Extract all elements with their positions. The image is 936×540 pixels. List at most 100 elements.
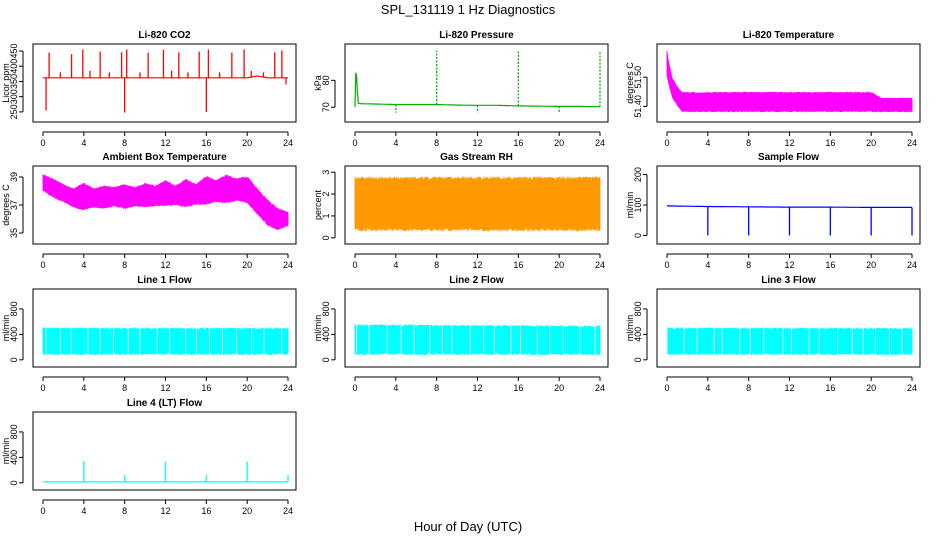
x-tick-label: 0 bbox=[352, 260, 357, 270]
y-axis-label: kPa bbox=[313, 75, 323, 91]
x-tick-label: 24 bbox=[283, 383, 293, 393]
y-tick-label: 51.50 bbox=[633, 66, 643, 89]
x-tick-label: 24 bbox=[907, 260, 917, 270]
x-tick-label: 16 bbox=[201, 260, 211, 270]
plot-area bbox=[42, 327, 289, 356]
x-tick-label: 4 bbox=[705, 260, 710, 270]
plot-area bbox=[43, 461, 289, 483]
x-tick-label: 12 bbox=[784, 383, 794, 393]
x-tick-label: 12 bbox=[472, 383, 482, 393]
x-tick-label: 16 bbox=[513, 383, 523, 393]
x-tick-label: 4 bbox=[81, 383, 86, 393]
x-tick-label: 20 bbox=[554, 138, 564, 148]
series-line bbox=[354, 72, 600, 108]
x-tick-label: 20 bbox=[554, 383, 564, 393]
x-tick-label: 0 bbox=[352, 383, 357, 393]
x-tick-label: 20 bbox=[242, 506, 252, 516]
y-tick-label: 300 bbox=[9, 89, 19, 104]
y-tick-label: 200 bbox=[633, 167, 643, 182]
panel-frame bbox=[344, 43, 609, 123]
x-tick-label: 0 bbox=[664, 260, 669, 270]
y-tick-label: 2 bbox=[321, 192, 331, 197]
plot-area bbox=[354, 176, 601, 232]
x-tick-label: 24 bbox=[595, 138, 605, 148]
x-tick-label: 8 bbox=[746, 138, 751, 148]
x-tick-label: 20 bbox=[242, 260, 252, 270]
plot-area bbox=[354, 324, 601, 356]
y-tick-label: 37 bbox=[9, 200, 19, 210]
x-tick-label: 24 bbox=[283, 138, 293, 148]
x-tick-label: 8 bbox=[434, 383, 439, 393]
panel-title: Line 4 (LT) Flow bbox=[127, 398, 203, 409]
x-tick-label: 16 bbox=[201, 138, 211, 148]
x-tick-label: 8 bbox=[122, 138, 127, 148]
series-line bbox=[667, 205, 912, 208]
plot-area bbox=[666, 327, 913, 356]
y-tick-label: 0 bbox=[9, 357, 19, 362]
y-tick-label: 800 bbox=[633, 301, 643, 316]
x-tick-label: 12 bbox=[160, 383, 170, 393]
y-tick-label: 800 bbox=[9, 424, 19, 439]
y-axis-label: degrees C bbox=[625, 62, 635, 104]
y-tick-label: 80 bbox=[321, 75, 331, 85]
x-tick-label: 0 bbox=[352, 138, 357, 148]
panel-frame bbox=[32, 43, 297, 123]
panel-title: Line 2 Flow bbox=[449, 275, 504, 286]
series-band bbox=[42, 327, 289, 356]
panel-frame bbox=[656, 165, 921, 245]
y-tick-label: 0 bbox=[633, 233, 643, 238]
panel-title: Li-820 Pressure bbox=[439, 30, 514, 41]
panel-box_temp: Ambient Box Temperature 0 4 8 12 16 20 24 35 37 39… bbox=[1, 152, 297, 270]
y-axis-label: ml/min bbox=[625, 192, 635, 219]
figure-xlabel: Hour of Day (UTC) bbox=[414, 519, 522, 534]
plot-area bbox=[354, 50, 601, 113]
x-tick-label: 0 bbox=[40, 506, 45, 516]
panel-title: Sample Flow bbox=[758, 152, 819, 163]
x-tick-label: 16 bbox=[825, 260, 835, 270]
y-tick-label: 400 bbox=[9, 327, 19, 342]
y-axis-label: ml/min bbox=[625, 315, 635, 342]
x-tick-label: 16 bbox=[201, 506, 211, 516]
x-tick-label: 16 bbox=[513, 260, 523, 270]
x-tick-label: 8 bbox=[122, 383, 127, 393]
panel-frame bbox=[656, 288, 921, 368]
x-tick-label: 16 bbox=[513, 138, 523, 148]
y-axis-label: percent bbox=[313, 189, 323, 220]
x-tick-label: 24 bbox=[283, 506, 293, 516]
series-band bbox=[354, 324, 601, 356]
x-tick-label: 20 bbox=[554, 260, 564, 270]
y-tick-label: 450 bbox=[9, 44, 19, 59]
x-tick-label: 16 bbox=[825, 383, 835, 393]
panel-frame bbox=[32, 411, 297, 491]
x-tick-label: 0 bbox=[664, 383, 669, 393]
panel-licor_temp: Li-820 Temperature 0 4 8 12 16 20 24 51.40 51.50d… bbox=[625, 30, 921, 148]
x-tick-label: 4 bbox=[81, 260, 86, 270]
panel-title: Ambient Box Temperature bbox=[102, 152, 227, 163]
y-axis-label: degrees C bbox=[1, 184, 11, 226]
series-band bbox=[666, 50, 913, 113]
x-tick-label: 12 bbox=[472, 260, 482, 270]
panel-title: Li-820 Temperature bbox=[743, 30, 835, 41]
y-axis-label: ml/min bbox=[313, 315, 323, 342]
x-tick-label: 16 bbox=[201, 383, 211, 393]
x-tick-label: 24 bbox=[283, 260, 293, 270]
y-tick-label: 0 bbox=[633, 357, 643, 362]
x-tick-label: 12 bbox=[160, 260, 170, 270]
x-tick-label: 4 bbox=[393, 138, 398, 148]
y-tick-label: 3 bbox=[321, 170, 331, 175]
plot-area bbox=[43, 49, 288, 113]
x-tick-label: 4 bbox=[705, 383, 710, 393]
x-tick-label: 0 bbox=[40, 138, 45, 148]
y-tick-label: 70 bbox=[321, 102, 331, 112]
x-tick-label: 4 bbox=[393, 383, 398, 393]
x-tick-label: 8 bbox=[746, 260, 751, 270]
panel-title: Line 3 Flow bbox=[761, 275, 816, 286]
x-tick-label: 4 bbox=[705, 138, 710, 148]
